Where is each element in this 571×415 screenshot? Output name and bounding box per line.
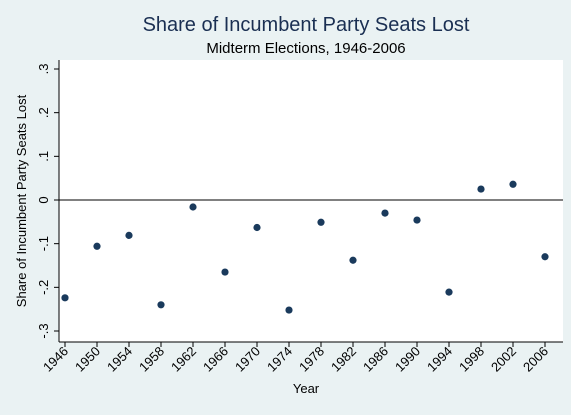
data-point bbox=[509, 180, 517, 188]
y-tick-label: .1 bbox=[36, 151, 51, 162]
x-axis-title: Year bbox=[293, 381, 320, 396]
data-point bbox=[349, 256, 357, 264]
data-point bbox=[317, 218, 325, 226]
data-point bbox=[541, 253, 549, 261]
data-point bbox=[253, 223, 261, 232]
data-point bbox=[221, 268, 229, 276]
y-tick-label: .3 bbox=[36, 64, 51, 75]
data-point bbox=[93, 242, 101, 250]
data-point bbox=[381, 209, 389, 217]
data-point bbox=[157, 301, 165, 309]
data-point bbox=[413, 216, 421, 224]
y-tick-label: -.3 bbox=[36, 323, 51, 338]
data-point bbox=[445, 288, 453, 296]
y-tick-label: -.1 bbox=[36, 236, 51, 251]
axes bbox=[58, 60, 563, 343]
data-points bbox=[61, 180, 549, 314]
plot-area bbox=[59, 60, 563, 342]
y-axis-ticks: -.3 -.2 -.1 0 .1 .2 .3 bbox=[36, 64, 59, 339]
data-point bbox=[477, 185, 485, 193]
data-point bbox=[125, 231, 133, 239]
chart-title: Share of Incumbent Party Seats Lost bbox=[143, 14, 470, 36]
y-tick-label: .2 bbox=[36, 107, 51, 118]
y-tick-label: -.2 bbox=[36, 280, 51, 295]
data-point bbox=[189, 203, 197, 211]
chart-subtitle: Midterm Elections, 1946-2006 bbox=[206, 40, 405, 57]
y-tick-label: 0 bbox=[36, 196, 51, 203]
y-axis-title: Share of Incumbent Party Seats Lost bbox=[14, 94, 29, 307]
data-point bbox=[61, 294, 69, 302]
data-point bbox=[285, 306, 293, 314]
